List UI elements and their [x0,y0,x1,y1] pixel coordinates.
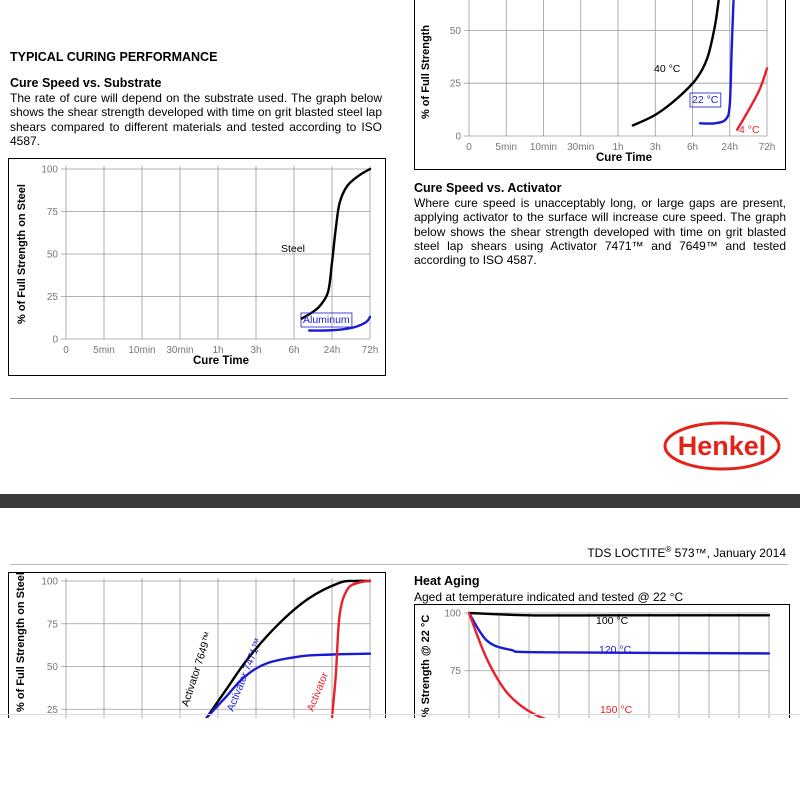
series-label-box [689,92,722,108]
series-line-red [467,611,546,718]
series-line-red [330,579,372,718]
series-label: 100 °C [596,615,629,627]
series-label: 150 °C [600,704,633,716]
series-label-box [300,312,353,328]
x-tick-label: 0 [466,142,472,153]
temperature-chart: 0 25 50 0 5min 10min 30min 1h 3h 6h 24h 72h % of Ful… [414,0,786,170]
y-tick-label: 75 [47,207,59,218]
series-line-black [631,0,720,127]
x-tick-label: 24h [721,142,738,153]
y-tick-label: 75 [450,666,462,677]
x-tick-label: 3h [650,142,661,153]
series-label: 120 °C [599,644,632,656]
heat-aging-heading: Heat Aging [414,574,480,588]
y-tick-label: 25 [47,705,59,716]
series-label: 40 °C [654,63,681,75]
x-tick-label: 72h [362,345,379,356]
y-axis-label: % of Full Strength on Steel [16,184,28,324]
series-label: 4 °C [739,124,760,136]
x-tick-label: 10min [530,142,557,153]
y-tick-label: 25 [47,292,59,303]
x-tick-label: 72h [759,142,776,153]
series-label: Steel [281,243,305,255]
x-tick-label: 5min [93,345,115,356]
substrate-chart: 0 25 50 75 100 0 5min 10min 30min 1h 3h 6h 24h 72h % o… [8,158,386,376]
series-line-black [300,167,372,320]
y-tick-label: 50 [47,250,59,261]
doc-reg: ® [665,545,672,554]
series-label: Aluminum [303,314,350,326]
henkel-logo: Henkel [663,421,781,471]
y-tick-label: 50 [450,26,462,37]
series-line-blue [308,315,372,332]
x-tick-label: 1h [212,345,223,356]
svg-text:Henkel: Henkel [678,431,767,461]
x-tick-label: 6h [687,142,698,153]
crop-edge [0,714,800,715]
y-tick-label: 100 [444,609,461,620]
y-axis-label: % Strength @ 22 °C [420,615,432,718]
heat-aging-subheading: Aged at temperature indicated and tested… [414,590,684,604]
x-tick-label: 0 [63,345,69,356]
x-tick-label: 30min [567,142,594,153]
series-line-red [736,67,769,131]
y-tick-label: 0 [52,335,58,346]
activator-heading: Cure Speed vs. Activator [414,181,562,195]
header-rule [10,564,788,565]
series-line-black [467,611,771,617]
activator-paragraph: Where cure speed is unacceptably long, o… [414,196,786,268]
series-line-blue [205,652,372,718]
substrate-heading: Cure Speed vs. Substrate [10,76,162,90]
doc-prefix: TDS LOCTITE [587,546,666,560]
x-tick-label: 5min [495,142,517,153]
y-tick-label: 100 [41,165,58,176]
series-label: 22 °C [692,94,719,106]
doc-header: TDS LOCTITE® 573™, January 2014 [587,545,786,560]
page-break-band [0,494,800,508]
doc-suffix: 573™, January 2014 [671,546,786,560]
y-tick-label: 25 [450,79,462,90]
y-axis-label: % of Full Strength [420,25,432,119]
x-tick-label: 1h [612,142,623,153]
x-tick-label: 24h [324,345,341,356]
y-tick-label: 0 [455,132,461,143]
series-line-blue [467,611,771,655]
y-tick-label: 50 [47,662,59,673]
section-title: TYPICAL CURING PERFORMANCE [10,50,218,64]
y-axis-label: % of Full Strength on Steel [15,572,27,712]
substrate-paragraph: The rate of cure will depend on the subs… [10,91,382,148]
page-divider [10,398,788,399]
series-line-black [205,579,372,718]
x-tick-label: 30min [166,345,193,356]
x-tick-label: 6h [288,345,299,356]
x-axis-label: Cure Time [596,152,652,164]
series-line-blue [698,0,735,125]
x-tick-label: 3h [250,345,261,356]
y-tick-label: 75 [47,619,59,630]
x-axis-label: Cure Time [193,355,249,367]
x-tick-label: 10min [128,345,155,356]
y-tick-label: 100 [41,577,58,588]
